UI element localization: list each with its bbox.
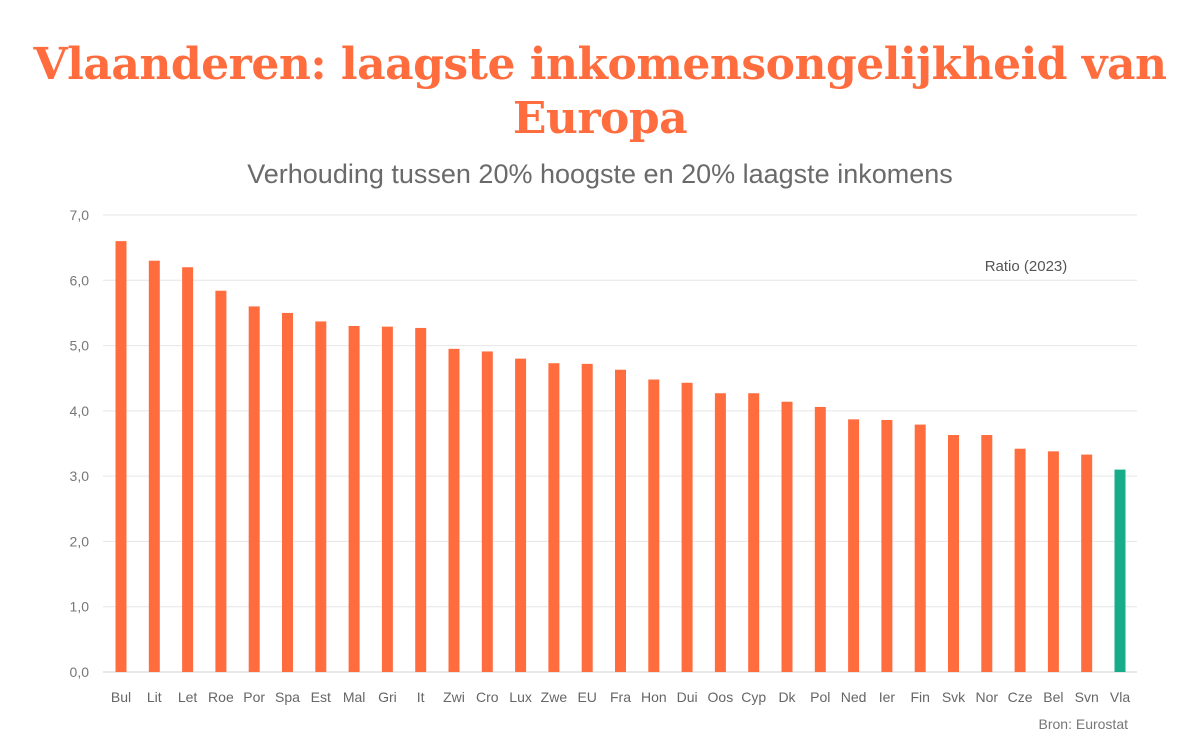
y-tick-label: 5,0 bbox=[70, 338, 90, 354]
x-tick-label: Roe bbox=[208, 689, 234, 705]
x-tick-label: Zwi bbox=[443, 689, 465, 705]
x-tick-label: EU bbox=[577, 689, 596, 705]
x-axis: Bul Lit Let Roe Por Spa Est Mal Gri It Zwi Cro Lux Zw… bbox=[111, 689, 1130, 705]
x-tick-label: Dk bbox=[778, 689, 796, 705]
bar-cze bbox=[1014, 448, 1026, 672]
y-tick-label: 4,0 bbox=[70, 403, 90, 419]
bar-nor bbox=[981, 435, 993, 672]
chart-subtitle: Verhouding tussen 20% hoogste en 20% laa… bbox=[247, 159, 953, 189]
x-tick-label: Svn bbox=[1075, 689, 1099, 705]
x-tick-label: Fra bbox=[610, 689, 631, 705]
x-tick-label: Zwe bbox=[541, 689, 568, 705]
source-note: Bron: Eurostat bbox=[1038, 716, 1129, 732]
bar-zwi bbox=[448, 348, 460, 672]
bar-zwe bbox=[548, 363, 560, 672]
bar-ier bbox=[881, 420, 893, 672]
x-tick-label: Ned bbox=[841, 689, 867, 705]
y-tick-label: 1,0 bbox=[70, 599, 90, 615]
bar-gri bbox=[381, 326, 393, 672]
x-tick-label: Dui bbox=[677, 689, 698, 705]
bar-hon bbox=[648, 379, 660, 672]
bar-roe bbox=[215, 290, 227, 672]
x-tick-label: Mal bbox=[343, 689, 366, 705]
bar-eu bbox=[581, 363, 593, 672]
bar-fin bbox=[914, 424, 926, 672]
x-tick-label: Hon bbox=[641, 689, 667, 705]
y-tick-label: 6,0 bbox=[70, 272, 90, 288]
y-tick-label: 0,0 bbox=[70, 664, 90, 680]
x-tick-label: Cro bbox=[476, 689, 499, 705]
bar-svk bbox=[948, 435, 959, 672]
x-tick-label: Svk bbox=[942, 689, 966, 705]
bar-est bbox=[315, 321, 327, 672]
x-tick-label: Est bbox=[311, 689, 331, 705]
bar-lux bbox=[515, 358, 527, 672]
bar-por bbox=[248, 306, 260, 672]
x-tick-label: Lux bbox=[509, 689, 532, 705]
x-tick-label: Lit bbox=[147, 689, 162, 705]
bar-cro bbox=[481, 351, 493, 672]
x-tick-label: Cyp bbox=[741, 689, 766, 705]
bar-fra bbox=[615, 369, 626, 672]
x-tick-label: Vla bbox=[1110, 689, 1130, 705]
bar-cyp bbox=[748, 393, 760, 672]
chart-title: Vlaanderen: laagste inkomensongelijkheid… bbox=[33, 39, 1167, 144]
y-tick-label: 3,0 bbox=[70, 468, 90, 484]
x-tick-label: It bbox=[417, 689, 425, 705]
bar-let bbox=[182, 267, 194, 672]
x-tick-label: Let bbox=[178, 689, 198, 705]
x-tick-label: Gri bbox=[378, 689, 397, 705]
x-tick-label: Nor bbox=[976, 689, 999, 705]
x-tick-label: Bel bbox=[1043, 689, 1063, 705]
x-tick-label: Cze bbox=[1008, 689, 1033, 705]
bar-lit bbox=[148, 260, 160, 672]
x-tick-label: Oos bbox=[708, 689, 734, 705]
bar-dui bbox=[681, 382, 693, 672]
bar-pol bbox=[814, 406, 826, 672]
y-tick-label: 2,0 bbox=[70, 533, 90, 549]
bar-vla bbox=[1114, 469, 1126, 672]
bar-svn bbox=[1081, 454, 1093, 672]
x-tick-label: Fin bbox=[910, 689, 929, 705]
bar-oos bbox=[714, 393, 726, 672]
series-label: Ratio (2023) bbox=[985, 258, 1068, 275]
y-tick-label: 7,0 bbox=[70, 207, 90, 223]
y-axis: 0,0 1,0 2,0 3,0 4,0 5,0 6,0 7,0 bbox=[70, 207, 90, 680]
bar-it bbox=[415, 327, 427, 672]
bar-bul bbox=[115, 241, 127, 673]
x-tick-label: Ier bbox=[879, 689, 896, 705]
x-tick-label: Por bbox=[243, 689, 265, 705]
bar-spa bbox=[282, 312, 293, 672]
bar-bel bbox=[1047, 451, 1059, 672]
bar-mal bbox=[348, 325, 360, 672]
x-tick-label: Pol bbox=[810, 689, 830, 705]
bars bbox=[115, 241, 1126, 673]
bar-ned bbox=[848, 419, 860, 672]
x-tick-label: Spa bbox=[275, 689, 300, 705]
x-tick-label: Bul bbox=[111, 689, 131, 705]
bar-dk bbox=[781, 401, 793, 672]
